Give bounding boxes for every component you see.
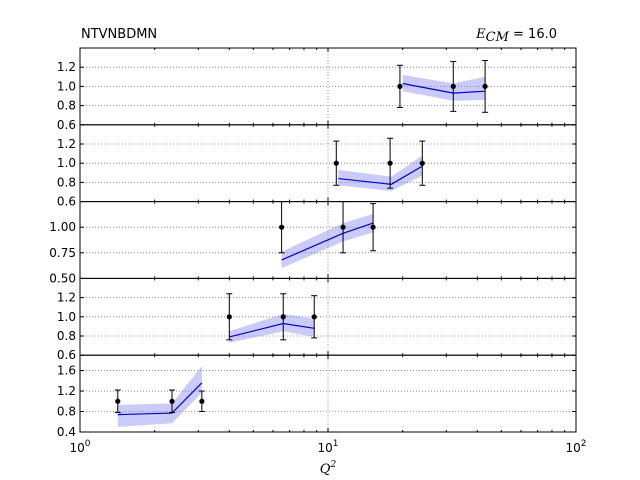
y-tick-label: 1.2 <box>57 137 76 151</box>
y-tick-label: 0.8 <box>57 405 76 419</box>
y-tick-label: 0.8 <box>57 175 76 189</box>
y-tick-label: 1.0 <box>57 79 76 93</box>
energy-subscript: CM <box>486 30 510 45</box>
data-point <box>115 398 121 404</box>
data-point <box>450 83 456 89</box>
data-point <box>387 160 393 166</box>
y-tick-label: 1.2 <box>57 384 76 398</box>
energy-symbol: E <box>475 27 486 42</box>
panel-frame <box>79 277 577 356</box>
data-point <box>280 314 286 320</box>
theory-band <box>229 313 315 343</box>
y-tick-label: 1.00 <box>49 220 76 234</box>
panel-frame <box>79 354 577 433</box>
y-tick-label: 0.8 <box>57 99 76 113</box>
y-tick-label: 0.4 <box>57 425 76 439</box>
data-point <box>199 398 205 404</box>
y-tick-label: 1.0 <box>57 156 76 170</box>
theory-band <box>338 155 423 192</box>
panel-frame <box>79 47 577 126</box>
y-tick-label: 0.8 <box>57 329 76 343</box>
y-tick-label: 1.6 <box>57 364 76 378</box>
theory-band <box>281 213 374 269</box>
y-tick-label: 1.2 <box>57 60 76 74</box>
data-point <box>333 160 339 166</box>
data-point <box>419 160 425 166</box>
x-tick-label: 100 <box>69 439 90 455</box>
panel-1: 0.6 0.8 1.0 1.2 <box>57 47 577 132</box>
panel-3: 0.50 0.75 1.00 <box>49 201 577 285</box>
y-tick-label: 0.50 <box>49 271 76 285</box>
panel-2: 0.6 0.8 1.0 1.2 <box>57 124 577 209</box>
chart-title: NTVNBDMN <box>81 27 157 42</box>
x-axis-label: Q2 <box>320 460 337 477</box>
data-point <box>397 83 403 89</box>
data-point <box>169 398 175 404</box>
theory-line <box>338 165 423 185</box>
theory-band <box>117 365 202 427</box>
energy-value: = 16.0 <box>509 27 557 42</box>
theory-band <box>402 74 486 101</box>
data-point <box>370 224 376 230</box>
data-point <box>482 83 488 89</box>
y-tick-label: 1.0 <box>57 310 76 324</box>
data-point <box>226 314 232 320</box>
data-point <box>340 224 346 230</box>
energy-label: ECM = 16.0 <box>475 27 557 45</box>
x-axis-superscript: 2 <box>329 460 336 470</box>
x-tick-label: 101 <box>317 439 338 455</box>
y-tick-label: 1.2 <box>57 291 76 305</box>
plot-area: 0.60.81.01.20.60.81.01.20.500.751.000.60… <box>49 47 587 455</box>
theory-line <box>117 382 203 416</box>
y-tick-label: 0.6 <box>57 348 76 362</box>
x-tick-label: 102 <box>565 439 586 455</box>
y-tick-label: 0.75 <box>49 246 76 260</box>
x-axis-symbol: Q <box>320 462 331 477</box>
y-tick-label: 0.6 <box>57 195 76 209</box>
panel-4: 0.6 0.8 1.0 1.2 <box>57 277 577 362</box>
panel-5: 0.4 0.8 1.2 1.6 <box>57 354 577 439</box>
data-point <box>279 224 285 230</box>
y-tick-label: 0.6 <box>57 118 76 132</box>
panel-frame <box>79 124 577 203</box>
data-point <box>311 314 317 320</box>
